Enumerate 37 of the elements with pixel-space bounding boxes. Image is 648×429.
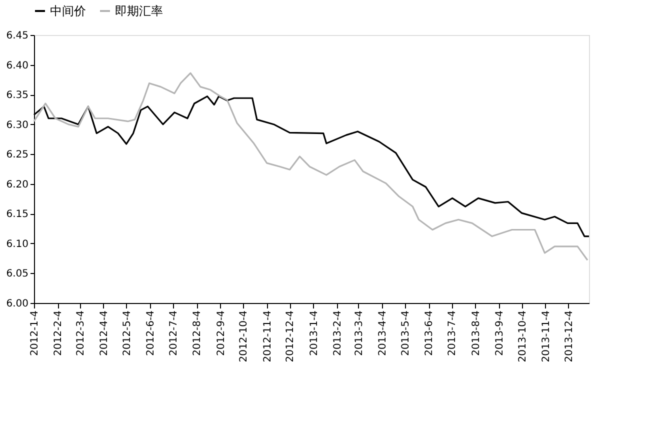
x-tick-label: 2013-12-4 (564, 310, 575, 362)
x-tick-label: 2012-5-4 (122, 310, 133, 356)
x-tick-label: 2013-7-4 (447, 310, 458, 356)
x-tick-label: 2012-10-4 (238, 310, 250, 362)
y-tick-label: 6.45 (6, 30, 28, 42)
y-tick-label: 6.20 (6, 179, 28, 190)
x-tick-label: 2012-6-4 (146, 310, 157, 356)
y-tick-label: 6.00 (6, 298, 28, 310)
y-tick-label: 6.25 (6, 150, 28, 161)
x-tick-label: 2013-4-4 (378, 310, 389, 356)
y-tick-label: 6.10 (6, 238, 28, 250)
x-tick-label: 2012-4-4 (98, 310, 110, 356)
x-tick-label: 2013-8-4 (470, 310, 482, 356)
legend-label: 中间价 (50, 4, 86, 18)
x-tick-label: 2013-6-4 (424, 310, 436, 356)
x-tick-label: 2013-10-4 (517, 310, 528, 362)
x-tick-label: 2012-8-4 (192, 310, 204, 356)
x-tick-label: 2013-2-4 (332, 310, 344, 356)
x-tick-label: 2012-11-4 (262, 310, 274, 362)
x-tick-label: 2012-12-4 (285, 310, 296, 362)
x-tick-label: 2012-1-4 (30, 310, 40, 356)
x-tick-label: 2013-11-4 (540, 310, 552, 362)
x-tick-label: 2012-3-4 (75, 310, 86, 356)
x-tick-label: 2012-9-4 (216, 310, 227, 356)
x-tick-label: 2013-3-4 (354, 310, 365, 356)
x-tick-label: 2013-9-4 (494, 310, 506, 356)
x-tick-label: 2012-2-4 (53, 310, 64, 356)
legend-label: 即期汇率 (115, 4, 163, 18)
y-tick-label: 6.40 (6, 60, 28, 72)
x-tick-label: 2013-5-4 (400, 310, 412, 356)
y-tick-label: 6.30 (6, 120, 28, 131)
y-tick-label: 6.05 (6, 268, 28, 280)
line-series (33, 72, 588, 261)
x-tick-label: 2013-1-4 (308, 310, 320, 356)
x-tick-label: 2012-7-4 (168, 310, 180, 356)
y-tick-label: 6.35 (6, 90, 28, 102)
y-tick-label: 6.15 (6, 209, 28, 220)
